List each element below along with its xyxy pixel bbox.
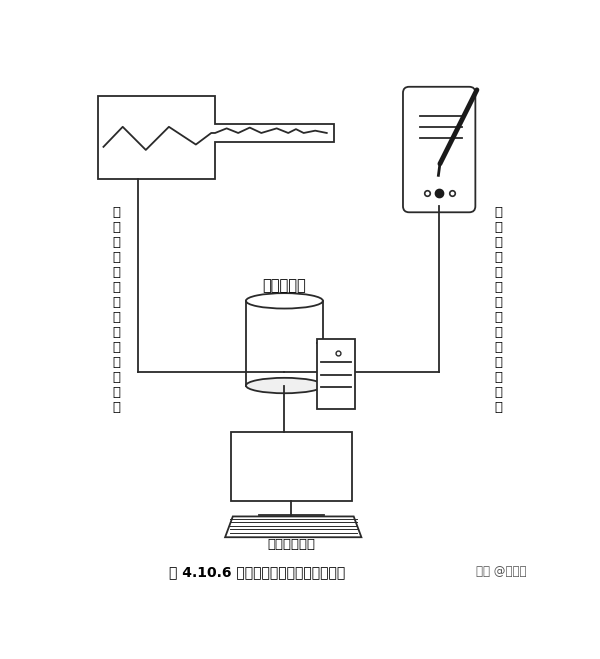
Text: 数据处理终端: 数据处理终端 <box>268 538 316 552</box>
FancyBboxPatch shape <box>403 87 475 212</box>
Ellipse shape <box>246 293 323 308</box>
Bar <box>317 339 355 409</box>
Text: 生
产
现
场
智
能
设
备
接
口
数
据
采
集: 生 产 现 场 智 能 设 备 接 口 数 据 采 集 <box>113 206 121 414</box>
Text: 生
产
现
场
手
持
设
备
扫
码
数
据
采
集: 生 产 现 场 手 持 设 备 扫 码 数 据 采 集 <box>494 206 502 414</box>
Ellipse shape <box>246 378 323 393</box>
Text: 头条 @铸造云: 头条 @铸造云 <box>476 565 527 579</box>
Text: 中央数据库: 中央数据库 <box>263 278 306 293</box>
Bar <box>230 432 352 501</box>
Text: 图 4.10.6 生产过程数据采集和分析系统: 图 4.10.6 生产过程数据采集和分析系统 <box>169 565 346 579</box>
Polygon shape <box>225 517 361 537</box>
